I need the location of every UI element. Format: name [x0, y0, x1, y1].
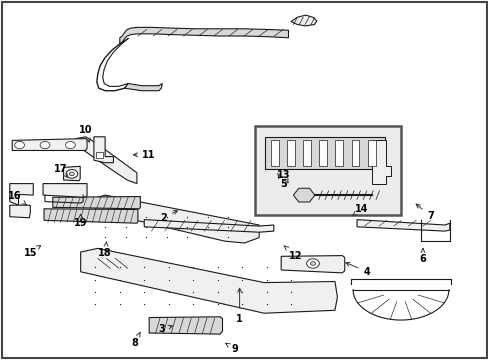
- Circle shape: [15, 141, 24, 149]
- Circle shape: [310, 262, 315, 265]
- Text: 10: 10: [79, 125, 92, 142]
- Circle shape: [66, 170, 78, 178]
- Polygon shape: [290, 15, 316, 26]
- Text: 13: 13: [276, 170, 290, 183]
- Circle shape: [65, 141, 75, 149]
- Polygon shape: [12, 139, 87, 150]
- Polygon shape: [281, 256, 344, 273]
- Text: 15: 15: [23, 246, 41, 258]
- Polygon shape: [10, 184, 33, 205]
- Polygon shape: [10, 205, 30, 218]
- Text: 12: 12: [284, 246, 302, 261]
- Bar: [96, 152, 103, 158]
- Bar: [303, 140, 310, 166]
- Bar: [264, 137, 385, 169]
- Bar: [319, 140, 326, 166]
- Bar: [335, 140, 343, 166]
- Polygon shape: [63, 166, 80, 181]
- Polygon shape: [356, 220, 449, 231]
- Polygon shape: [44, 209, 138, 223]
- Text: 17: 17: [54, 164, 68, 177]
- Polygon shape: [120, 27, 288, 44]
- Polygon shape: [124, 84, 162, 91]
- Text: 1: 1: [236, 288, 243, 324]
- Text: 6: 6: [419, 248, 426, 264]
- Polygon shape: [43, 184, 87, 197]
- Text: 18: 18: [98, 242, 112, 258]
- Polygon shape: [53, 197, 140, 209]
- Circle shape: [40, 141, 50, 149]
- Text: 9: 9: [225, 343, 238, 354]
- Polygon shape: [81, 248, 337, 313]
- Text: 19: 19: [74, 214, 87, 228]
- Bar: [367, 140, 375, 166]
- Bar: [254, 126, 400, 215]
- Text: 4: 4: [345, 262, 369, 277]
- Text: 3: 3: [158, 324, 172, 334]
- Text: 2: 2: [160, 211, 177, 223]
- Polygon shape: [144, 220, 273, 232]
- Bar: [270, 140, 278, 166]
- Polygon shape: [371, 140, 390, 184]
- Polygon shape: [95, 195, 259, 243]
- Text: 11: 11: [133, 150, 156, 160]
- Circle shape: [306, 259, 319, 268]
- Polygon shape: [149, 317, 222, 334]
- Bar: [351, 140, 359, 166]
- Circle shape: [69, 172, 74, 176]
- Text: 7: 7: [415, 204, 433, 221]
- Text: 5: 5: [277, 174, 286, 189]
- Bar: [286, 140, 294, 166]
- Polygon shape: [76, 137, 137, 184]
- Text: 8: 8: [131, 332, 140, 348]
- Text: 16: 16: [8, 191, 26, 205]
- Polygon shape: [94, 137, 113, 163]
- Text: 14: 14: [351, 204, 368, 216]
